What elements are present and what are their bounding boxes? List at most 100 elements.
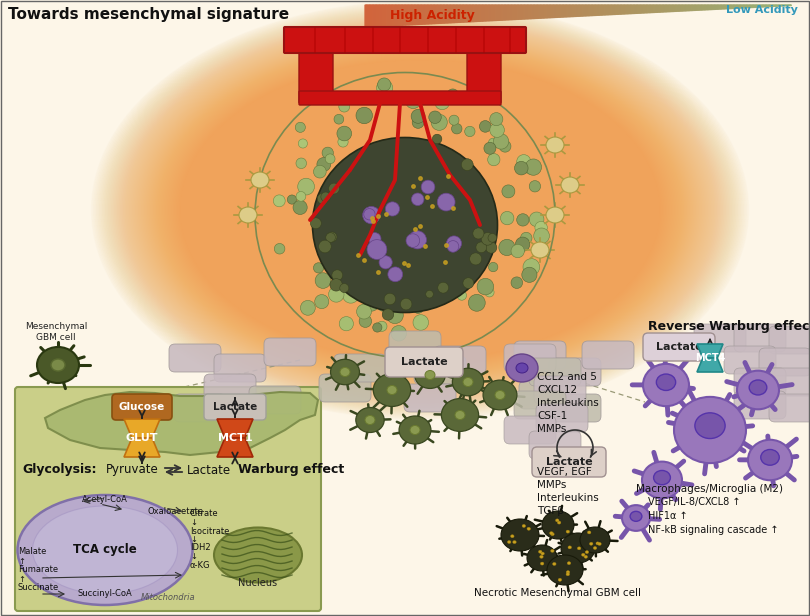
Ellipse shape bbox=[470, 253, 482, 265]
FancyBboxPatch shape bbox=[514, 391, 566, 419]
FancyBboxPatch shape bbox=[532, 447, 606, 477]
Ellipse shape bbox=[437, 282, 449, 293]
Ellipse shape bbox=[476, 242, 487, 253]
Polygon shape bbox=[608, 5, 610, 15]
Ellipse shape bbox=[384, 293, 395, 305]
Ellipse shape bbox=[558, 578, 561, 582]
Ellipse shape bbox=[457, 291, 467, 300]
Polygon shape bbox=[511, 5, 513, 20]
Polygon shape bbox=[45, 392, 318, 455]
Polygon shape bbox=[390, 5, 391, 26]
Ellipse shape bbox=[490, 123, 505, 137]
Text: Acetyl-CoA: Acetyl-CoA bbox=[82, 495, 128, 505]
Ellipse shape bbox=[547, 555, 583, 585]
Ellipse shape bbox=[523, 259, 539, 275]
Polygon shape bbox=[661, 5, 663, 12]
Polygon shape bbox=[411, 5, 413, 25]
Ellipse shape bbox=[18, 495, 193, 605]
Polygon shape bbox=[705, 5, 706, 10]
Ellipse shape bbox=[511, 277, 522, 288]
Polygon shape bbox=[475, 5, 476, 22]
FancyBboxPatch shape bbox=[389, 331, 441, 359]
Polygon shape bbox=[373, 5, 375, 26]
Polygon shape bbox=[711, 5, 713, 9]
Polygon shape bbox=[487, 5, 488, 21]
Text: VEGF/IL-8/CXCL8 ↑: VEGF/IL-8/CXCL8 ↑ bbox=[648, 497, 740, 507]
Polygon shape bbox=[531, 5, 533, 18]
Polygon shape bbox=[642, 5, 643, 13]
Polygon shape bbox=[505, 5, 507, 20]
Ellipse shape bbox=[566, 570, 569, 573]
Polygon shape bbox=[577, 5, 578, 17]
Ellipse shape bbox=[593, 546, 597, 549]
Polygon shape bbox=[731, 5, 732, 9]
Polygon shape bbox=[490, 5, 491, 21]
FancyBboxPatch shape bbox=[249, 386, 301, 414]
Ellipse shape bbox=[539, 550, 542, 553]
Ellipse shape bbox=[431, 114, 447, 131]
Ellipse shape bbox=[310, 218, 322, 229]
Polygon shape bbox=[533, 5, 535, 18]
Polygon shape bbox=[542, 5, 544, 18]
Polygon shape bbox=[727, 5, 729, 9]
Polygon shape bbox=[552, 5, 553, 18]
Ellipse shape bbox=[339, 283, 349, 293]
Polygon shape bbox=[742, 5, 744, 8]
Polygon shape bbox=[366, 5, 368, 27]
Polygon shape bbox=[683, 5, 684, 11]
Polygon shape bbox=[558, 5, 559, 17]
Ellipse shape bbox=[501, 211, 514, 225]
Polygon shape bbox=[744, 5, 745, 8]
Polygon shape bbox=[423, 5, 424, 24]
FancyBboxPatch shape bbox=[542, 448, 594, 476]
Polygon shape bbox=[436, 5, 437, 23]
Polygon shape bbox=[766, 5, 768, 7]
Ellipse shape bbox=[298, 139, 308, 148]
Text: Glucose: Glucose bbox=[119, 402, 165, 412]
Ellipse shape bbox=[484, 142, 496, 154]
Polygon shape bbox=[391, 5, 393, 26]
Polygon shape bbox=[513, 5, 514, 20]
Polygon shape bbox=[465, 5, 467, 22]
Text: Low Acidity: Low Acidity bbox=[726, 5, 798, 15]
Ellipse shape bbox=[561, 533, 595, 563]
Ellipse shape bbox=[273, 195, 285, 207]
Polygon shape bbox=[454, 5, 455, 23]
Ellipse shape bbox=[527, 545, 557, 571]
Ellipse shape bbox=[338, 137, 348, 147]
Polygon shape bbox=[600, 5, 601, 15]
Polygon shape bbox=[582, 5, 584, 16]
Text: Mesenchymal
GBM cell: Mesenchymal GBM cell bbox=[25, 322, 87, 342]
FancyBboxPatch shape bbox=[504, 344, 556, 372]
Polygon shape bbox=[749, 5, 751, 7]
Polygon shape bbox=[480, 5, 481, 22]
FancyBboxPatch shape bbox=[734, 324, 786, 352]
Text: MCT4: MCT4 bbox=[695, 353, 725, 363]
Polygon shape bbox=[492, 5, 494, 20]
Ellipse shape bbox=[531, 242, 549, 258]
Ellipse shape bbox=[513, 541, 516, 543]
Polygon shape bbox=[588, 5, 590, 16]
Polygon shape bbox=[693, 5, 694, 10]
Ellipse shape bbox=[749, 380, 767, 395]
Ellipse shape bbox=[540, 562, 544, 565]
Ellipse shape bbox=[367, 240, 387, 259]
Polygon shape bbox=[401, 5, 403, 25]
Polygon shape bbox=[523, 5, 525, 19]
Polygon shape bbox=[522, 5, 523, 19]
Ellipse shape bbox=[515, 237, 530, 251]
Polygon shape bbox=[549, 5, 551, 18]
Ellipse shape bbox=[535, 221, 548, 234]
Polygon shape bbox=[594, 5, 595, 15]
Ellipse shape bbox=[313, 165, 326, 178]
Polygon shape bbox=[667, 5, 668, 12]
Polygon shape bbox=[496, 5, 497, 20]
Ellipse shape bbox=[499, 140, 511, 152]
Ellipse shape bbox=[369, 233, 381, 245]
Ellipse shape bbox=[363, 206, 380, 224]
Ellipse shape bbox=[377, 298, 391, 312]
Polygon shape bbox=[612, 5, 613, 15]
Polygon shape bbox=[500, 5, 501, 20]
Polygon shape bbox=[697, 344, 723, 358]
Polygon shape bbox=[540, 5, 542, 18]
